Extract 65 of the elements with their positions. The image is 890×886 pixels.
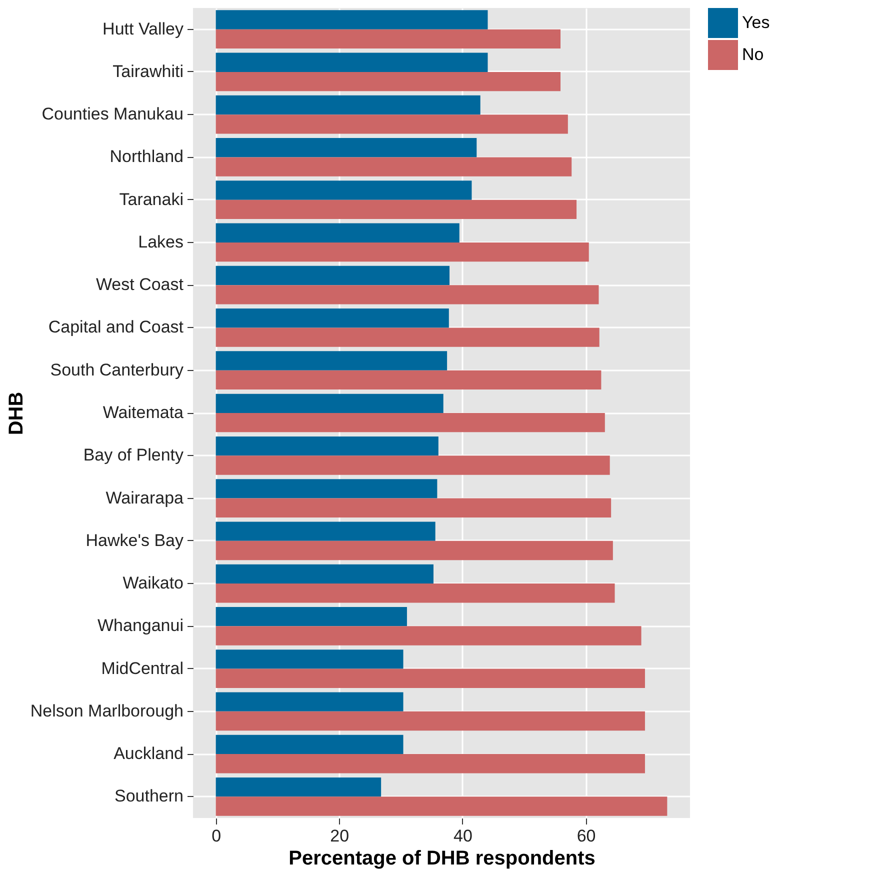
bar [216,650,404,669]
y-tick-label: Auckland [114,744,184,764]
bar [216,456,610,475]
bar [216,606,407,626]
bar [216,242,589,262]
bar [216,564,434,584]
bar [216,413,605,432]
bar [216,266,450,286]
y-tick-label: Nelson Marlborough [30,701,184,720]
bar [216,95,480,115]
x-tick-label: 60 [576,826,596,846]
y-axis-title: DHB [5,392,28,436]
bar [216,796,668,816]
bar [216,285,599,304]
bar [216,522,436,541]
y-tick-label: Tairawhiti [112,62,184,81]
y-tick-label: Northland [110,147,184,166]
legend-label: Yes [742,13,770,32]
bar [216,754,645,774]
bar [216,72,561,92]
bar [216,668,645,688]
bar [216,308,449,328]
bar [216,394,444,413]
bar [216,29,561,48]
y-tick-label: Hutt Valley [102,19,184,38]
bar [216,200,577,220]
y-tick-label: Taranaki [119,190,184,209]
legend-label: No [742,45,764,64]
bar [216,52,488,72]
bar [216,734,404,754]
y-tick-label: West Coast [96,275,184,294]
bar [216,540,613,560]
bar [216,711,645,731]
y-tick-label: MidCentral [101,658,184,678]
bar [216,328,600,347]
x-tick-label: 20 [330,826,350,846]
bar [216,436,438,456]
bar [216,370,602,390]
bar [216,692,404,712]
y-tick-label: Bay of Plenty [83,446,184,465]
bar [216,778,382,797]
x-tick-label: 40 [454,826,472,846]
bar [216,479,438,498]
y-tick-label: Wairarapa [106,488,184,508]
bar [216,626,642,646]
bar [216,180,472,200]
y-tick-label: Southern [114,786,184,806]
y-tick-label: Counties Manukau [42,104,184,124]
y-tick-label: Lakes [138,232,184,252]
y-tick-label: Capital and Coast [48,318,184,337]
x-tick-label: 0 [212,826,222,846]
y-tick-label: Waitemata [102,403,184,422]
y-tick-label: Whanganui [97,616,184,636]
bar [216,351,448,370]
bar [216,114,568,134]
bar [216,584,615,603]
bar [216,138,477,158]
bar [216,10,488,30]
bar [216,157,572,176]
bar [216,498,612,518]
y-tick-label: Hawke's Bay [86,530,184,550]
x-axis-title: Percentage of DHB respondents [288,848,596,870]
y-tick-label: South Canterbury [50,360,184,380]
y-tick-label: Waikato [122,574,184,593]
bar [216,223,460,242]
